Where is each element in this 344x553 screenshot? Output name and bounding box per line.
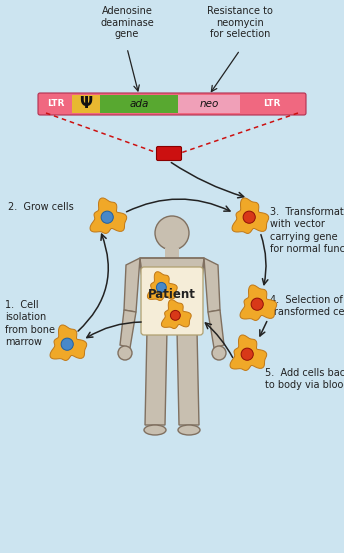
Circle shape <box>61 338 73 350</box>
Polygon shape <box>204 258 220 312</box>
Bar <box>178 95 240 113</box>
Polygon shape <box>240 285 277 321</box>
Circle shape <box>155 216 189 250</box>
Text: neo: neo <box>199 99 219 109</box>
Text: LTR: LTR <box>263 100 281 108</box>
Polygon shape <box>124 258 140 312</box>
Ellipse shape <box>178 425 200 435</box>
Text: 4.  Selection of
transformed cells: 4. Selection of transformed cells <box>270 295 344 317</box>
Text: Resistance to
neomycin
for selection: Resistance to neomycin for selection <box>207 6 273 39</box>
Polygon shape <box>230 335 267 371</box>
Bar <box>165 248 179 258</box>
Text: LTR: LTR <box>47 100 65 108</box>
Polygon shape <box>140 258 204 330</box>
Circle shape <box>101 211 113 223</box>
Text: Patient: Patient <box>148 289 196 301</box>
Text: 5.  Add cells back
to body via blood: 5. Add cells back to body via blood <box>265 368 344 390</box>
Text: 1.  Cell
isolation
from bone
marrow: 1. Cell isolation from bone marrow <box>5 300 55 347</box>
FancyBboxPatch shape <box>141 267 203 335</box>
Polygon shape <box>177 330 199 425</box>
Ellipse shape <box>144 425 166 435</box>
Circle shape <box>241 348 253 361</box>
Circle shape <box>212 346 226 360</box>
Circle shape <box>251 298 263 310</box>
Polygon shape <box>208 310 224 348</box>
Text: ada: ada <box>129 99 149 109</box>
Polygon shape <box>161 300 191 328</box>
Text: 2.  Grow cells: 2. Grow cells <box>8 202 74 212</box>
Bar <box>72 95 100 113</box>
Polygon shape <box>90 198 127 233</box>
Circle shape <box>170 310 180 320</box>
Text: Ψ: Ψ <box>79 97 93 112</box>
FancyBboxPatch shape <box>38 93 306 115</box>
Polygon shape <box>50 325 87 361</box>
Text: Adenosine
deaminase
gene: Adenosine deaminase gene <box>100 6 154 39</box>
Polygon shape <box>120 310 136 348</box>
FancyBboxPatch shape <box>157 147 182 160</box>
Bar <box>100 95 178 113</box>
Circle shape <box>157 283 166 293</box>
Polygon shape <box>148 272 177 301</box>
Polygon shape <box>232 198 269 233</box>
Text: 3.  Transformation
with vector
carrying gene
for normal function: 3. Transformation with vector carrying g… <box>270 207 344 254</box>
Circle shape <box>243 211 255 223</box>
Circle shape <box>118 346 132 360</box>
Polygon shape <box>145 330 167 425</box>
